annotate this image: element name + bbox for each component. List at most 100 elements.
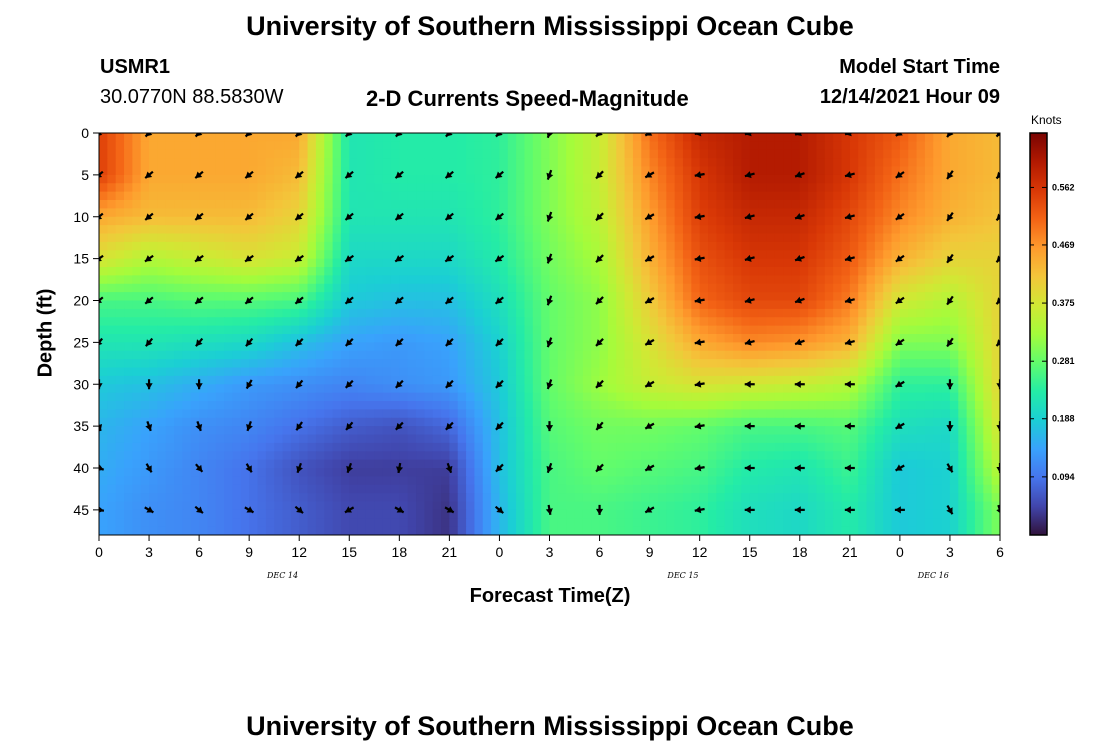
heatmap-cell (382, 392, 392, 402)
heatmap-cell (474, 417, 484, 427)
heatmap-cell (140, 375, 150, 385)
heatmap-cell (257, 267, 267, 276)
heatmap-cell (349, 334, 359, 343)
heatmap-cell (482, 342, 492, 352)
heatmap-cell (107, 225, 117, 235)
heatmap-cell (574, 325, 584, 335)
heatmap-cell (891, 426, 901, 436)
heatmap-cell (282, 166, 292, 176)
heatmap-cell (849, 476, 859, 486)
heatmap-cell (532, 158, 542, 168)
heatmap-cell (340, 308, 350, 318)
heatmap-cell (724, 292, 734, 302)
heatmap-cell (315, 367, 325, 377)
heatmap-cell (816, 292, 826, 302)
heatmap-cell (966, 216, 976, 226)
heatmap-cell (457, 493, 467, 503)
heatmap-cell (799, 292, 809, 302)
heatmap-cell (240, 300, 250, 310)
heatmap-cell (833, 501, 843, 511)
heatmap-cell (824, 283, 834, 293)
heatmap-cell (441, 325, 450, 335)
heatmap-cell (933, 317, 943, 327)
heatmap-cell (432, 149, 442, 159)
heatmap-cell (841, 308, 851, 318)
heatmap-cell (691, 183, 701, 193)
heatmap-cell (616, 241, 626, 251)
heatmap-cell (941, 417, 951, 427)
heatmap-cell (758, 367, 767, 377)
heatmap-cell (949, 459, 959, 469)
heatmap-cell (157, 149, 167, 159)
heatmap-cell (182, 493, 192, 503)
heatmap-cell (591, 409, 601, 419)
heatmap-cell (232, 233, 242, 243)
heatmap-cell (174, 426, 184, 436)
heatmap-cell (274, 468, 284, 477)
heatmap-cell (591, 166, 601, 176)
heatmap-cell (132, 334, 142, 343)
heatmap-cell (966, 459, 976, 469)
heatmap-cell (390, 200, 400, 209)
heatmap-cell (149, 241, 158, 251)
heatmap-cell (399, 250, 409, 260)
heatmap-cell (858, 392, 868, 402)
heatmap-cell (224, 325, 234, 335)
heatmap-cell (240, 174, 250, 184)
heatmap-cell (357, 468, 367, 477)
heatmap-cell (224, 158, 234, 168)
heatmap-cell (349, 417, 359, 427)
heatmap-cell (958, 476, 968, 486)
heatmap-cell (824, 141, 834, 151)
heatmap-cell (724, 141, 734, 151)
heatmap-cell (124, 275, 133, 285)
heatmap-cell (682, 384, 692, 394)
heatmap-cell (716, 325, 726, 335)
heatmap-cell (340, 300, 350, 310)
heatmap-cell (557, 250, 567, 260)
heatmap-cell (232, 308, 242, 318)
heatmap-cell (949, 468, 959, 477)
heatmap-cell (332, 426, 342, 436)
heatmap-cell (466, 233, 476, 243)
heatmap-cell (482, 225, 492, 235)
heatmap-cell (858, 267, 868, 276)
heatmap-cell (833, 292, 843, 302)
heatmap-cell (791, 493, 801, 503)
heatmap-cell (933, 409, 943, 419)
heatmap-cell (799, 426, 809, 436)
heatmap-cell (557, 149, 567, 159)
heatmap-cell (741, 367, 751, 377)
heatmap-cell (682, 216, 692, 226)
heatmap-cell (682, 451, 692, 461)
heatmap-cell (541, 434, 551, 444)
heatmap-cell (983, 191, 993, 201)
heatmap-cell (616, 292, 626, 302)
heatmap-cell (657, 342, 667, 352)
heatmap-cell (282, 334, 292, 343)
heatmap-cell (115, 308, 125, 318)
heatmap-cell (115, 233, 125, 243)
heatmap-cell (783, 158, 793, 168)
heatmap-cell (257, 392, 267, 402)
heatmap-cell (466, 166, 476, 176)
heatmap-cell (407, 493, 417, 503)
heatmap-cell (791, 359, 801, 369)
heatmap-cell (491, 141, 501, 151)
heatmap-cell (557, 317, 567, 327)
heatmap-cell (140, 493, 150, 503)
heatmap-cell (616, 367, 626, 377)
heatmap-cell (624, 501, 634, 511)
heatmap-cell (224, 308, 234, 318)
heatmap-cell (641, 442, 651, 452)
heatmap-cell (674, 401, 684, 410)
heatmap-cell (532, 292, 542, 302)
heatmap-cell (340, 216, 350, 226)
heatmap-cell (407, 258, 417, 268)
heatmap-cell (174, 292, 184, 302)
heatmap-cell (682, 459, 692, 469)
heatmap-cell (708, 166, 717, 176)
heatmap-cell (591, 426, 601, 436)
heatmap-cell (224, 258, 234, 268)
heatmap-cell (382, 191, 392, 201)
